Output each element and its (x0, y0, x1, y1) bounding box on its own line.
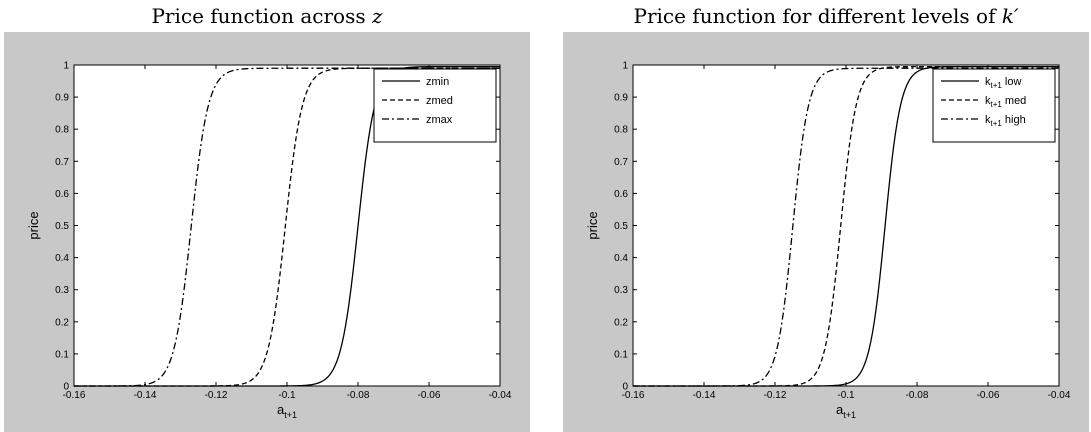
y-tick-label: 0.3 (614, 285, 628, 296)
x-tick-label: -0.06 (418, 390, 441, 401)
x-tick-label: -0.12 (205, 390, 228, 401)
y-tick-label: 0.8 (55, 125, 69, 136)
y-axis-label: price (585, 211, 600, 239)
legend-label: kt+1 med (985, 95, 1026, 109)
y-tick-label: 0.1 (55, 349, 69, 360)
line-chart-left: -0.16 -0.14 -0.12 -0.1 -0.08 -0.06 -0.04 0 0.1 0.… (26, 61, 512, 421)
plot-frame-left: -0.16 -0.14 -0.12 -0.1 -0.08 -0.06 -0.04 0 0.1 0.… (4, 32, 530, 432)
x-tick-label: -0.12 (764, 390, 787, 401)
series-line-2 (74, 67, 500, 387)
y-tick-label: 0.1 (614, 349, 628, 360)
y-axis-label: price (26, 211, 41, 239)
series-line-1 (74, 67, 500, 387)
x-tick-label: -0.14 (134, 390, 157, 401)
series-line-0 (74, 65, 500, 387)
y-tick-label: 0.4 (55, 253, 69, 264)
y-tick-label: 0 (63, 382, 69, 393)
x-axis-label: at+1 (277, 402, 297, 420)
y-tick-label: 1 (622, 61, 628, 72)
x-tick-label: -0.04 (1048, 390, 1071, 401)
legend-label: zmax (426, 114, 453, 126)
legend-label: kt+1 low (985, 76, 1021, 90)
chart-panel-left: Price function across z -0.16 -0.14 -0.12-… (4, 0, 530, 432)
x-tick-label: -0.06 (977, 390, 1000, 401)
y-tick-label: 0.8 (614, 125, 628, 136)
x-tick-label: -0.04 (489, 390, 512, 401)
legend-label: zmed (426, 95, 453, 107)
legend: kt+1 low kt+1 med kt+1 high (932, 68, 1056, 143)
y-tick-label: 1 (63, 61, 69, 72)
x-tick-label: -0.14 (693, 390, 716, 401)
chart-title-right: Price function for different levels of k… (633, 4, 1019, 28)
x-tick-label: -0.1 (278, 390, 296, 401)
x-tick-label: -0.08 (906, 390, 929, 401)
chart-title-left: Price function across z (151, 4, 383, 28)
x-tick-label: -0.08 (347, 390, 370, 401)
y-tick-label: 0.6 (55, 189, 69, 200)
y-tick-label: 0.5 (55, 221, 69, 232)
y-tick-label: 0.2 (614, 317, 628, 328)
legend: zmin zmed zmax (373, 68, 497, 143)
y-tick-label: 0.5 (614, 221, 628, 232)
y-tick-label: 0 (622, 382, 628, 393)
x-axis-label: at+1 (836, 402, 856, 420)
x-tick-label: -0.16 (63, 390, 86, 401)
y-tick-label: 0.7 (55, 157, 69, 168)
y-tick-label: 0.9 (614, 93, 628, 104)
y-tick-label: 0.2 (55, 317, 69, 328)
legend-label: kt+1 high (985, 114, 1026, 128)
y-tick-label: 0.4 (614, 253, 628, 264)
x-tick-label: -0.1 (837, 390, 855, 401)
chart-panel-right: Price function for different levels of k… (563, 0, 1089, 432)
y-tick-label: 0.6 (614, 189, 628, 200)
y-tick-label: 0.3 (55, 285, 69, 296)
line-chart-right: -0.16 -0.14 -0.12 -0.1 -0.08 -0.06 -0.04 0 0.1 0.… (585, 61, 1071, 421)
y-tick-label: 0.9 (55, 93, 69, 104)
series-line-2 (633, 67, 1059, 387)
x-tick-label: -0.16 (622, 390, 645, 401)
legend-label: zmin (426, 76, 449, 88)
y-tick-label: 0.7 (614, 157, 628, 168)
plot-frame-right: -0.16 -0.14 -0.12 -0.1 -0.08 -0.06 -0.04 0 0.1 0.… (563, 32, 1089, 432)
